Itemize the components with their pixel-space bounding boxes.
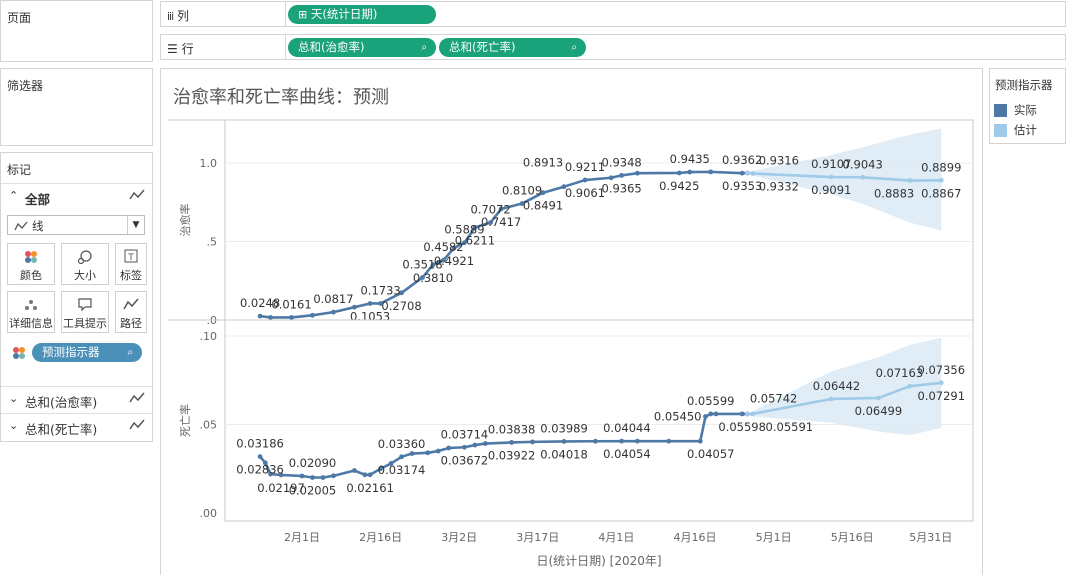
size-button[interactable]: 大小 [61, 243, 109, 285]
line-mark-icon [14, 221, 28, 231]
text-label-icon: T [116, 249, 146, 265]
caret-down-icon: ⌃ [9, 189, 19, 202]
legend-swatch-actual [994, 103, 1007, 117]
svg-text:T: T [127, 253, 134, 263]
caret-down-icon: ⌄ [9, 419, 19, 432]
marks-all-label: 全部 [25, 192, 51, 207]
detail-button-label: 详细信息 [9, 317, 53, 330]
rows-shelf: ☰ 行 总和(治愈率) ⌕ 总和(死亡率) ⌕ [160, 34, 1066, 60]
pill-menu-icon: ⌕ [127, 347, 133, 358]
measure-cure-row[interactable]: ⌄ 总和(治愈率) [1, 386, 153, 412]
legend-item-estimate[interactable]: 估计 [994, 122, 1037, 138]
expand-plus-icon: ⊞ [298, 8, 308, 21]
columns-day-pill-label: 天(统计日期) [310, 7, 378, 21]
line-mark-icon [129, 419, 145, 430]
marks-title: 标记 [7, 163, 32, 177]
pill-menu-icon: ⌕ [421, 42, 427, 53]
legend-swatch-estimate [994, 123, 1007, 137]
label-button[interactable]: T 标签 [115, 243, 147, 285]
size-button-label: 大小 [74, 269, 96, 282]
color-button-label: 颜色 [20, 269, 42, 282]
rows-death-pill[interactable]: 总和(死亡率) ⌕ [439, 38, 586, 57]
measure-cure-label: 总和(治愈率) [25, 395, 98, 410]
rows-cure-pill-label: 总和(治愈率) [298, 40, 365, 54]
forecast-legend: 预测指示器 实际 估计 [989, 68, 1066, 144]
columns-icon: iii [167, 10, 174, 23]
mark-type-value: 线 [32, 219, 44, 233]
marks-all-row[interactable]: ⌃ 全部 [1, 183, 153, 209]
mark-type-dropdown[interactable]: 线 ▼ [7, 215, 145, 235]
line-mark-icon [129, 392, 145, 403]
measure-death-label: 总和(死亡率) [25, 422, 98, 437]
pill-menu-icon: ⌕ [571, 42, 577, 53]
chart-view: 治愈率和死亡率曲线：预测 [160, 68, 983, 575]
legend-title: 预测指示器 [995, 78, 1053, 92]
columns-day-pill[interactable]: ⊞ 天(统计日期) [288, 5, 436, 24]
filters-title: 筛选器 [7, 79, 44, 93]
caret-down-icon: ⌄ [9, 392, 19, 405]
legend-label-estimate: 估计 [1013, 123, 1037, 137]
marks-panel: 标记 ⌃ 全部 线 ▼ 颜色 大小 T 标签 详细信息 工具提示 路径 预测指示… [0, 152, 153, 442]
tooltip-icon [62, 297, 108, 313]
filters-panel: 筛选器 [0, 68, 153, 146]
tooltip-button[interactable]: 工具提示 [61, 291, 109, 333]
path-button-label: 路径 [120, 317, 142, 330]
detail-button[interactable]: 详细信息 [7, 291, 55, 333]
color-button[interactable]: 颜色 [7, 243, 55, 285]
rows-shelf-label: 行 [181, 42, 194, 56]
columns-shelf: iii 列 ⊞ 天(统计日期) [160, 1, 1066, 27]
columns-drop-area[interactable]: ⊞ 天(统计日期) [285, 2, 1065, 26]
rows-shelf-title: ☰ 行 [167, 40, 194, 57]
label-button-label: 标签 [120, 269, 142, 282]
rows-cure-pill[interactable]: 总和(治愈率) ⌕ [288, 38, 436, 57]
detail-dots-icon [8, 297, 54, 313]
path-icon [116, 297, 146, 313]
measure-death-row[interactable]: ⌄ 总和(死亡率) [1, 413, 153, 439]
rows-drop-area[interactable]: 总和(治愈率) ⌕ 总和(死亡率) ⌕ [285, 35, 1065, 59]
rows-death-pill-label: 总和(死亡率) [449, 40, 516, 54]
forecast-indicator-pill-label: 预测指示器 [42, 345, 100, 359]
color-dots-icon [8, 249, 54, 265]
legend-item-actual[interactable]: 实际 [994, 102, 1037, 118]
pages-title: 页面 [7, 11, 32, 25]
path-button[interactable]: 路径 [115, 291, 147, 333]
columns-shelf-label: 列 [177, 9, 190, 23]
chevron-down-icon: ▼ [127, 216, 144, 234]
legend-label-actual: 实际 [1013, 103, 1037, 117]
rows-icon: ☰ [167, 42, 178, 56]
line-mark-icon [129, 189, 145, 200]
color-dots-icon [11, 345, 27, 364]
size-icon [62, 249, 108, 265]
pages-panel: 页面 [0, 0, 153, 62]
tooltip-button-label: 工具提示 [63, 317, 107, 330]
forecast-indicator-pill[interactable]: 预测指示器 ⌕ [32, 343, 142, 362]
chart-title: 治愈率和死亡率曲线：预测 [173, 87, 389, 108]
columns-shelf-title: iii 列 [167, 7, 189, 24]
